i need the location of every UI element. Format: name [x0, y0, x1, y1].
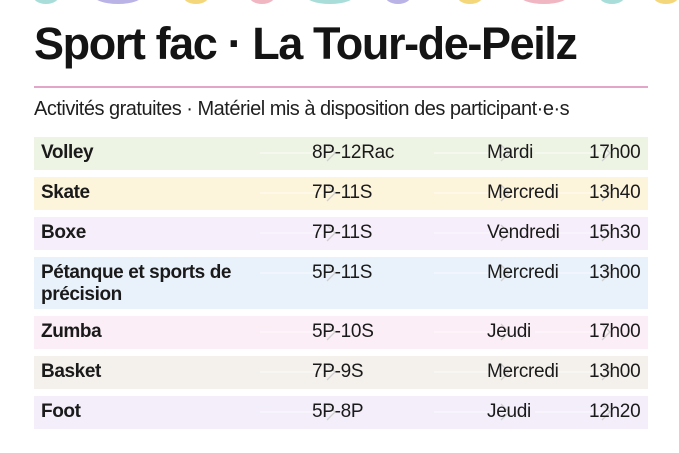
activity-time: 17h00 [589, 321, 641, 342]
activity-time: 13h00 [589, 262, 641, 283]
decorative-dot [600, 0, 624, 4]
activity-row: Foot 5P-8P Jeudi 12h20 [34, 396, 648, 429]
activity-time: 13h40 [589, 182, 641, 203]
activity-row: Skate 7P-11S Mercredi 13h40 [34, 177, 648, 210]
activity-day: Vendredi [487, 222, 560, 243]
decorative-dot [184, 0, 208, 4]
decorative-dot [458, 0, 482, 4]
activity-day: Mercredi [487, 262, 559, 283]
page-title: Sport fac · La Tour-de-Peilz [34, 18, 578, 69]
chevron-right-icon [500, 264, 510, 282]
activity-name: Pétanque et sports de précision [41, 262, 232, 305]
activities-table: Volley 8P-12Rac Mardi 17h00 Skate 7P-11S Mercr… [34, 137, 648, 436]
chevron-right-icon [326, 264, 336, 282]
activity-day: Jeudi [487, 321, 531, 342]
activity-name: Zumba [41, 321, 102, 342]
chevron-right-icon [326, 323, 336, 341]
activity-row: Zumba 5P-10S Jeudi 17h00 [34, 316, 648, 349]
decorative-dot [523, 0, 565, 4]
decorative-dot [34, 0, 58, 4]
activity-level: 8P-12Rac [312, 142, 395, 163]
row-band [34, 257, 648, 309]
activity-row: Volley 8P-12Rac Mardi 17h00 [34, 137, 648, 170]
activity-day: Jeudi [487, 401, 531, 422]
chevron-right-icon [500, 323, 510, 341]
activity-name: Foot [41, 401, 81, 422]
chevron-right-icon [601, 403, 611, 421]
decorative-dot [250, 0, 274, 4]
activity-level: 5P-8P [312, 401, 364, 422]
activity-time: 15h30 [589, 222, 641, 243]
chevron-right-icon [500, 144, 510, 162]
decorative-dot [97, 0, 139, 4]
row-band [34, 177, 648, 210]
page-subtitle: Activités gratuites · Matériel mis à dis… [34, 98, 570, 120]
activity-level: 5P-10S [312, 321, 374, 342]
row-band [34, 356, 648, 389]
chevron-right-icon [326, 144, 336, 162]
activity-time: 13h00 [589, 361, 641, 382]
row-band [34, 137, 648, 170]
decorative-dot [654, 0, 678, 4]
activity-row: Pétanque et sports de précision 5P-11S Mer… [34, 257, 648, 309]
chevron-right-icon [601, 144, 611, 162]
activity-name: Boxe [41, 222, 86, 243]
activity-time: 12h20 [589, 401, 641, 422]
decorative-dots-banner [34, 0, 678, 4]
row-band [34, 316, 648, 349]
activity-level: 7P-11S [312, 222, 373, 243]
chevron-right-icon [601, 224, 611, 242]
activity-day: Mercredi [487, 182, 559, 203]
decorative-dot [309, 0, 351, 4]
row-band [34, 396, 648, 429]
chevron-right-icon [326, 224, 336, 242]
activity-name: Skate [41, 182, 90, 203]
decorative-dot [386, 0, 410, 4]
chevron-right-icon [601, 264, 611, 282]
chevron-right-icon [601, 323, 611, 341]
chevron-right-icon [500, 184, 510, 202]
chevron-right-icon [326, 184, 336, 202]
activity-level: 7P-11S [312, 182, 373, 203]
chevron-right-icon [601, 363, 611, 381]
activity-row: Basket 7P-9S Mercredi 13h00 [34, 356, 648, 389]
chevron-right-icon [601, 184, 611, 202]
chevron-right-icon [326, 363, 336, 381]
activity-row: Boxe 7P-11S Vendredi 15h30 [34, 217, 648, 250]
chevron-right-icon [500, 403, 510, 421]
activity-time: 17h00 [589, 142, 641, 163]
activity-name: Volley [41, 142, 94, 163]
title-divider [34, 86, 648, 88]
activity-day: Mardi [487, 142, 534, 163]
activity-name: Basket [41, 361, 101, 382]
chevron-right-icon [500, 363, 510, 381]
activity-day: Mercredi [487, 361, 559, 382]
activity-level: 7P-9S [312, 361, 364, 382]
row-band [34, 217, 648, 250]
activity-level: 5P-11S [312, 262, 373, 283]
chevron-right-icon [500, 224, 510, 242]
chevron-right-icon [326, 403, 336, 421]
